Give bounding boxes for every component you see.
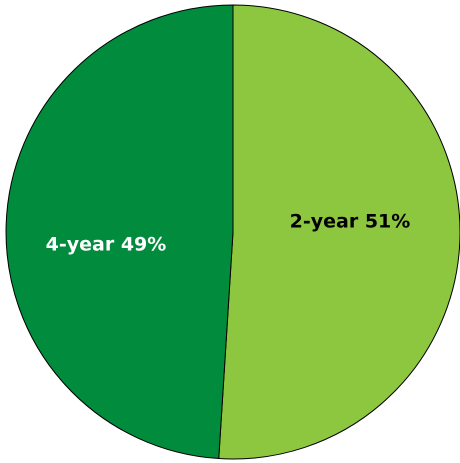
pie-slice-4-year [5, 4, 234, 460]
pie-labels: 2-year 51% 4-year 49% [46, 211, 411, 256]
pie-slices [5, 4, 460, 460]
pie-label-2-year: 2-year 51% [290, 211, 411, 233]
pie-label-4-year: 4-year 49% [46, 234, 167, 256]
